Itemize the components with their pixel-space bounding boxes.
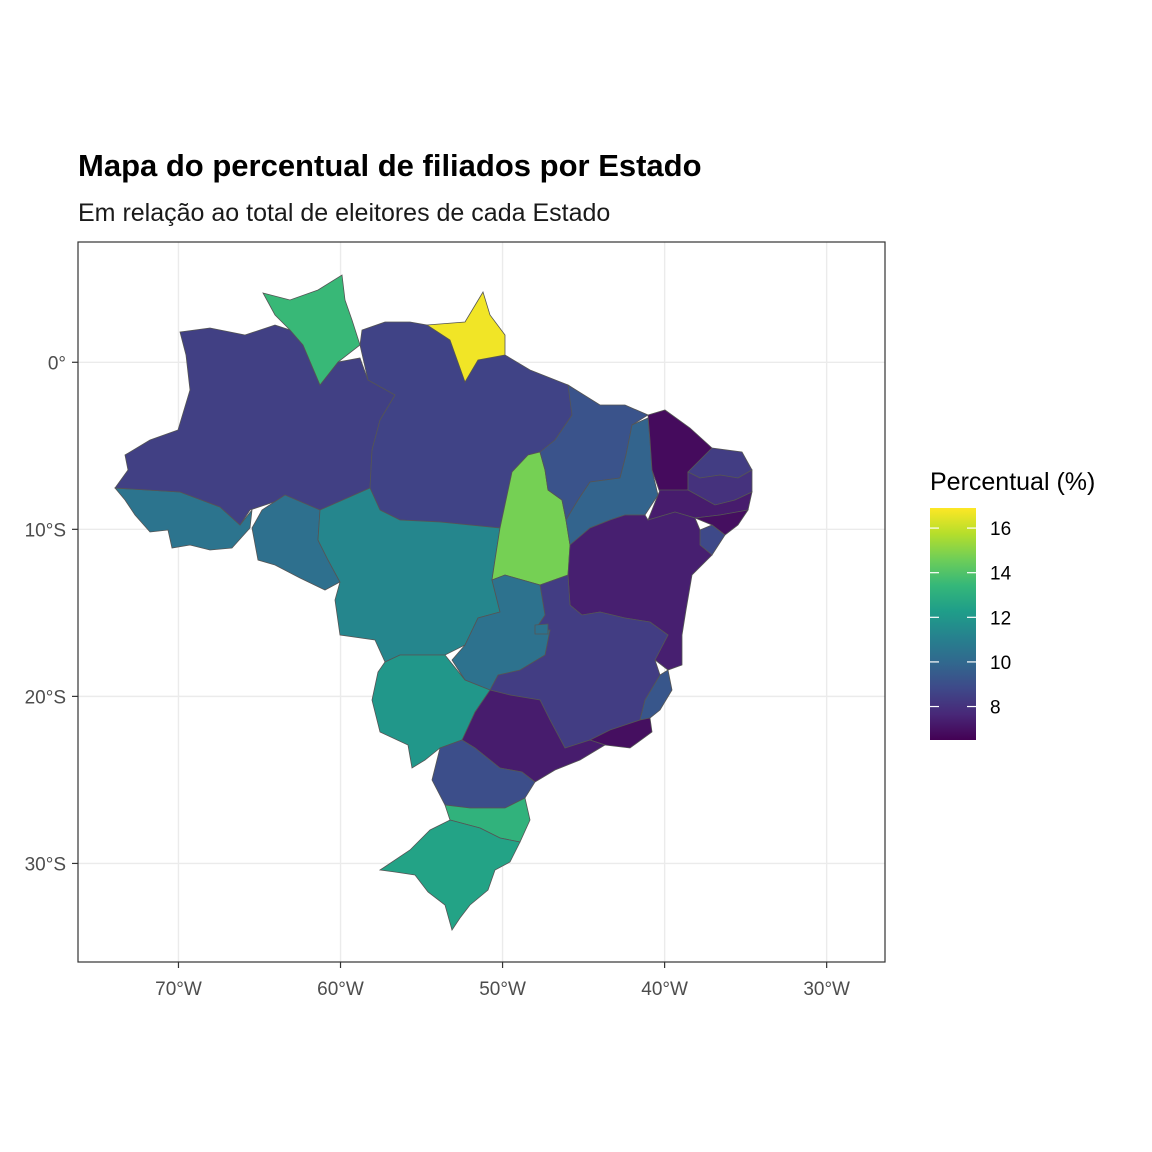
state-GO[interactable] [451, 574, 551, 691]
y-tick-label: 30°S [25, 854, 66, 875]
legend-label: 8 [990, 698, 1001, 719]
legend-ticks: 16 14 12 10 8 [930, 519, 1012, 719]
x-tick-label: 30°W [803, 979, 850, 1000]
legend-label: 14 [990, 564, 1012, 585]
legend-label: 10 [990, 653, 1011, 674]
state-PR[interactable] [431, 739, 536, 809]
y-tick-label: 0° [48, 353, 66, 374]
chart-title: Mapa do percentual de filiados por Estad… [78, 148, 702, 183]
legend-label: 12 [990, 608, 1011, 629]
state-AP[interactable] [425, 291, 506, 383]
state-RS[interactable] [378, 819, 521, 931]
state-RJ[interactable] [588, 717, 653, 749]
y-tick-label: 10°S [25, 520, 66, 541]
panel-border [77, 241, 886, 963]
axis-labels: 70°W 60°W 50°W 40°W 30°W 0° 10°S 20°S 30°S [25, 353, 850, 1000]
x-tick-label: 40°W [641, 979, 688, 1000]
legend-title: Percentual (%) [930, 468, 1096, 496]
chart-subtitle: Em relação ao total de eleitores de cada… [78, 199, 611, 227]
state-DF[interactable] [534, 623, 549, 635]
x-tick-label: 70°W [155, 979, 202, 1000]
y-tick-label: 20°S [25, 687, 66, 708]
state-ES[interactable] [639, 669, 673, 721]
x-tick-label: 50°W [479, 979, 526, 1000]
legend-colorbar [930, 508, 976, 740]
x-tick-label: 60°W [317, 979, 364, 1000]
states-layer [114, 274, 753, 931]
legend-label: 16 [990, 519, 1011, 540]
